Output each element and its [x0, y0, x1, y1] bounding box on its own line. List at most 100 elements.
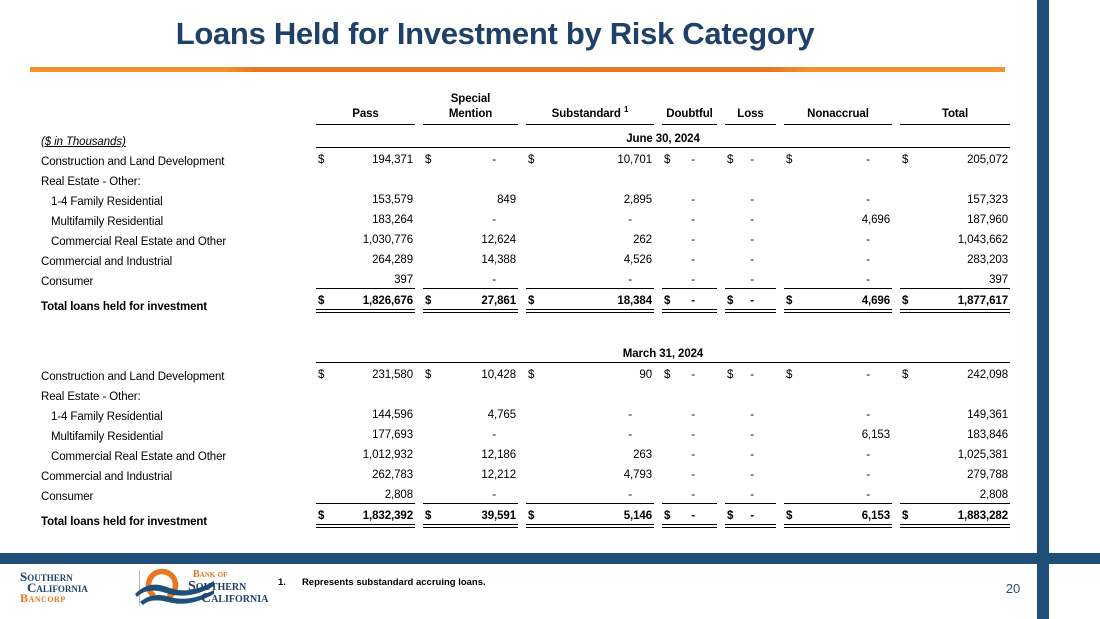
cell-doubtful: $ -	[662, 288, 717, 313]
cell-pass: 397	[394, 274, 413, 286]
cell-substandard: 262	[633, 234, 652, 246]
table-row: Consumer 397 - - - - - 397	[41, 268, 1010, 288]
cell-pass: 153,579	[372, 194, 413, 206]
cell-doubtful: $ -	[664, 154, 695, 166]
cell-total: $205,072	[902, 154, 1008, 166]
cell-total	[900, 168, 1010, 188]
cell-nonaccrual: $4,696	[784, 288, 892, 313]
column-header: Special Mention	[423, 92, 518, 125]
title-rule	[30, 67, 1005, 72]
footnote-number: 1.	[278, 577, 286, 588]
row-label: Multifamily Residential	[51, 431, 164, 443]
cell-doubtful: -	[691, 409, 695, 421]
row-label: Construction and Land Development	[41, 156, 225, 168]
table-row: Consumer 2,808 - - - - - 2,808	[41, 483, 1010, 503]
cell-special-mention: -	[492, 429, 496, 441]
cell-nonaccrual	[784, 383, 892, 403]
bank-logo-line2: Southern	[188, 579, 247, 594]
cell-loss: -	[750, 429, 754, 441]
table-row: 1-4 Family Residential 153,579 849 2,895 - - -…	[41, 188, 1010, 208]
column-header: Nonaccrual	[784, 92, 892, 125]
column-header: Substandard 1	[526, 92, 654, 125]
cell-pass: $231,580	[318, 369, 413, 381]
cell-loss	[725, 383, 776, 403]
row-label: Real Estate - Other:	[41, 176, 141, 188]
row-label: Commercial Real Estate and Other	[51, 236, 227, 248]
cell-total: $1,883,282	[900, 503, 1010, 528]
row-label: Commercial Real Estate and Other	[51, 451, 227, 463]
cell-special-mention: 4,765	[487, 409, 516, 421]
page-title: Loans Held for Investment by Risk Catego…	[175, 16, 815, 51]
cell-loss: -	[750, 214, 754, 226]
bank-of-southern-california-logo: Bank of Southern California	[188, 569, 268, 606]
cell-doubtful: -	[691, 214, 695, 226]
column-header: Pass	[316, 92, 415, 125]
cell-doubtful: -	[691, 429, 695, 441]
row-label: Consumer	[41, 491, 94, 503]
cell-total: 397	[989, 274, 1008, 286]
cell-loss: -	[750, 409, 754, 421]
table-row: 1-4 Family Residential 144,596 4,765 - - - - 14…	[41, 403, 1010, 423]
cell-substandard: -	[628, 214, 632, 226]
cell-loss: -	[750, 254, 754, 266]
cell-loss: -	[750, 449, 754, 461]
cell-substandard: 4,526	[623, 254, 652, 266]
cell-nonaccrual: -	[866, 274, 870, 286]
cell-substandard: $5,146	[526, 503, 654, 528]
cell-substandard: -	[628, 409, 632, 421]
cell-nonaccrual: $ -	[786, 154, 870, 166]
cell-nonaccrual: $ -	[786, 369, 870, 381]
cell-special-mention: $ -	[425, 154, 496, 166]
cell-substandard: -	[628, 274, 632, 286]
cell-substandard: -	[628, 429, 632, 441]
cell-total: 283,203	[967, 254, 1008, 266]
cell-pass	[316, 383, 415, 403]
cell-pass: $1,826,676	[316, 288, 415, 313]
table-row: Construction and Land Development $194,37…	[41, 148, 1010, 168]
cell-pass: 144,596	[372, 409, 413, 421]
footnote-text: Represents substandard accruing loans.	[301, 577, 486, 588]
cell-total: $242,098	[902, 369, 1008, 381]
cell-substandard: $90	[528, 369, 652, 381]
cell-loss: $ -	[727, 369, 754, 381]
cell-loss: $ -	[725, 503, 776, 528]
cell-nonaccrual: -	[866, 254, 870, 266]
cell-nonaccrual: 4,696	[861, 214, 890, 226]
cell-total: 279,788	[967, 469, 1008, 481]
cell-nonaccrual	[784, 168, 892, 188]
cell-substandard: -	[628, 489, 632, 501]
cell-special-mention: -	[492, 489, 496, 501]
cell-pass: 264,289	[372, 254, 413, 266]
cell-doubtful	[662, 383, 717, 403]
cell-loss: -	[750, 194, 754, 206]
cell-special-mention: 12,624	[481, 234, 516, 246]
cell-pass: 1,012,932	[362, 449, 413, 461]
row-label: Multifamily Residential	[51, 216, 164, 228]
cell-special-mention	[423, 168, 518, 188]
cell-special-mention: -	[492, 274, 496, 286]
cell-pass: 2,808	[384, 489, 413, 501]
row-label: Commercial and Industrial	[41, 471, 173, 483]
cell-nonaccrual: -	[866, 234, 870, 246]
column-header: Loss	[725, 92, 776, 125]
cell-loss: $ -	[725, 288, 776, 313]
cell-substandard	[526, 383, 654, 403]
cell-pass	[316, 168, 415, 188]
row-label: Real Estate - Other:	[41, 391, 141, 403]
section-date: June 30, 2024	[316, 125, 1010, 148]
cell-substandard: 263	[633, 449, 652, 461]
cell-total: 1,025,381	[957, 449, 1008, 461]
table-row: Commercial Real Estate and Other 1,030,77…	[41, 228, 1010, 248]
cell-nonaccrual: -	[866, 449, 870, 461]
cell-substandard: 4,793	[623, 469, 652, 481]
cell-special-mention: 12,212	[481, 469, 516, 481]
cell-nonaccrual: $6,153	[784, 503, 892, 528]
table-row: Real Estate - Other:	[41, 383, 1010, 403]
cell-doubtful: $ -	[664, 369, 695, 381]
table-row: Total loans held for investment $1,832,39…	[41, 503, 1010, 528]
loans-risk-table: Pass Special Mention Substandard 1 Doubtful…	[33, 92, 1018, 528]
cell-special-mention: -	[492, 214, 496, 226]
cell-special-mention: $39,591	[423, 503, 518, 528]
cell-doubtful: $ -	[662, 503, 717, 528]
bank-logo-line1: Bank of	[193, 569, 228, 580]
